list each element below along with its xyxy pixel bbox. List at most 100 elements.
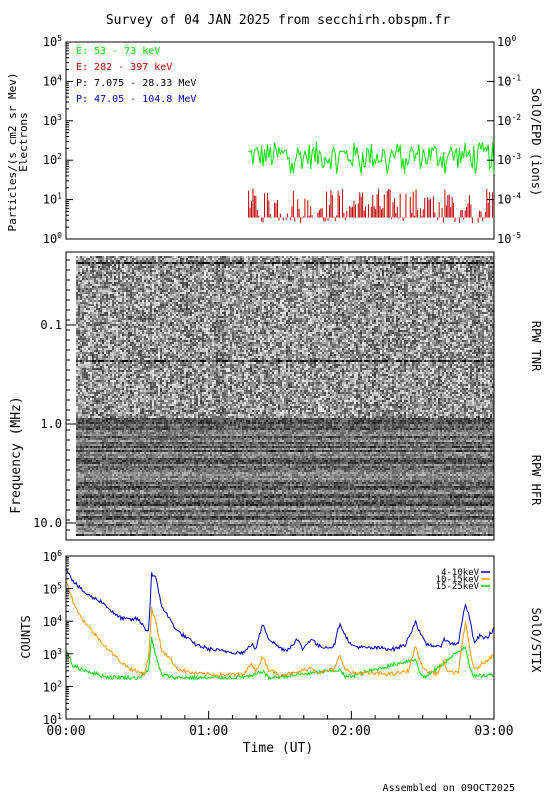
- spectrogram-cell: [178, 368, 180, 370]
- spectrogram-cell: [170, 372, 172, 374]
- spectrogram-cell: [132, 328, 134, 330]
- spectrogram-cell: [110, 350, 112, 352]
- spectrogram-cell: [178, 318, 180, 320]
- spectrogram-cell: [86, 366, 88, 368]
- spectrogram-cell: [112, 368, 114, 370]
- spectrogram-cell: [140, 410, 142, 412]
- spectrogram-cell: [96, 314, 98, 316]
- spectrogram-cell: [76, 286, 78, 288]
- spectrogram-cell: [170, 258, 172, 260]
- spectrogram-cell: [192, 356, 194, 358]
- spectrogram-cell: [184, 344, 186, 346]
- spectrogram-cell: [162, 270, 164, 272]
- spectrogram-cell: [108, 410, 110, 412]
- spectrogram-cell: [150, 386, 152, 388]
- spectrogram-cell: [136, 372, 138, 374]
- spectrogram-cell: [178, 380, 180, 382]
- spectrogram-cell: [184, 378, 186, 380]
- spectrogram-cell: [162, 282, 164, 284]
- spectrogram-cell: [136, 392, 138, 394]
- spectrogram-cell: [150, 310, 152, 312]
- spectrogram-cell: [166, 364, 168, 366]
- spectrogram-cell: [88, 274, 90, 276]
- spectrogram-cell: [114, 284, 116, 286]
- spectrogram-cell: [98, 324, 100, 326]
- spectrogram-cell: [122, 314, 124, 316]
- spectrogram-cell: [102, 270, 104, 272]
- spectrogram-cell: [126, 350, 128, 352]
- spectrogram-cell: [78, 378, 80, 380]
- spectrogram-cell: [182, 366, 184, 368]
- spectrogram-cell: [188, 406, 190, 408]
- spectrogram-cell: [84, 316, 86, 318]
- spectrogram-cell: [108, 324, 110, 326]
- spectrogram-cell: [150, 256, 152, 258]
- spectrogram-cell: [76, 410, 78, 412]
- spectrogram-cell: [108, 380, 110, 382]
- spectrogram-cell: [92, 270, 94, 272]
- spectrogram-cell: [144, 416, 146, 418]
- spectrogram-cell: [168, 270, 170, 272]
- spectrogram-cell: [146, 370, 148, 372]
- spectrogram-cell: [148, 340, 150, 342]
- spectrogram-cell: [82, 382, 84, 384]
- spectrogram-cell: [160, 374, 162, 376]
- spectrogram-cell: [104, 374, 106, 376]
- spectrogram-cell: [128, 322, 130, 324]
- spectrogram-cell: [90, 304, 92, 306]
- spectrogram-cell: [140, 344, 142, 346]
- spectrogram-cell: [88, 276, 90, 278]
- spectrogram-cell: [78, 266, 80, 268]
- spectrogram-cell: [130, 282, 132, 284]
- spectrogram-cell: [94, 404, 96, 406]
- spectrogram-cell: [90, 280, 92, 282]
- spectrogram-cell: [142, 394, 144, 396]
- spectrogram-cell: [186, 378, 188, 380]
- spectrogram-cell: [100, 320, 102, 322]
- spectrogram-cell: [174, 304, 176, 306]
- spectrogram-cell: [120, 362, 122, 364]
- spectrogram-cell: [100, 294, 102, 296]
- spectrogram-cell: [156, 342, 158, 344]
- spectrogram-cell: [154, 396, 156, 398]
- spectrogram-cell: [170, 286, 172, 288]
- spectrogram-cell: [140, 280, 142, 282]
- spectrogram-cell: [174, 356, 176, 358]
- spectrogram-cell: [126, 292, 128, 294]
- spectrogram-cell: [140, 302, 142, 304]
- spectrogram-cell: [130, 390, 132, 392]
- spectrogram-cell: [128, 260, 130, 262]
- spectrogram-cell: [160, 258, 162, 260]
- spectrogram-cell: [158, 296, 160, 298]
- spectrogram-cell: [182, 300, 184, 302]
- spectrogram-cell: [104, 266, 106, 268]
- spectrogram-cell: [144, 306, 146, 308]
- spectrogram-cell: [188, 412, 190, 414]
- spectrogram-cell: [178, 302, 180, 304]
- spectrogram-cell: [130, 262, 132, 264]
- spectrogram-cell: [108, 340, 110, 342]
- spectrogram-cell: [116, 358, 118, 360]
- spectrogram-cell: [94, 380, 96, 382]
- spectrogram-cell: [150, 328, 152, 330]
- spectrogram-cell: [182, 322, 184, 324]
- spectrogram-cell: [178, 358, 180, 360]
- spectrogram-cell: [110, 338, 112, 340]
- spectrogram-cell: [146, 258, 148, 260]
- spectrogram-cell: [108, 414, 110, 416]
- spectrogram-cell: [102, 352, 104, 354]
- spectrogram-cell: [150, 338, 152, 340]
- spectrogram-cell: [188, 302, 190, 304]
- spectrogram-cell: [150, 414, 152, 416]
- spectrogram-cell: [92, 280, 94, 282]
- spectrogram-cell: [136, 408, 138, 410]
- spectrogram-cell: [174, 262, 176, 264]
- spectrogram-cell: [160, 368, 162, 370]
- spectrogram-cell: [110, 304, 112, 306]
- spectrogram-cell: [156, 274, 158, 276]
- spectrogram-cell: [76, 294, 78, 296]
- spectrogram-cell: [186, 392, 188, 394]
- spectrogram-cell: [80, 390, 82, 392]
- spectrogram-cell: [164, 340, 166, 342]
